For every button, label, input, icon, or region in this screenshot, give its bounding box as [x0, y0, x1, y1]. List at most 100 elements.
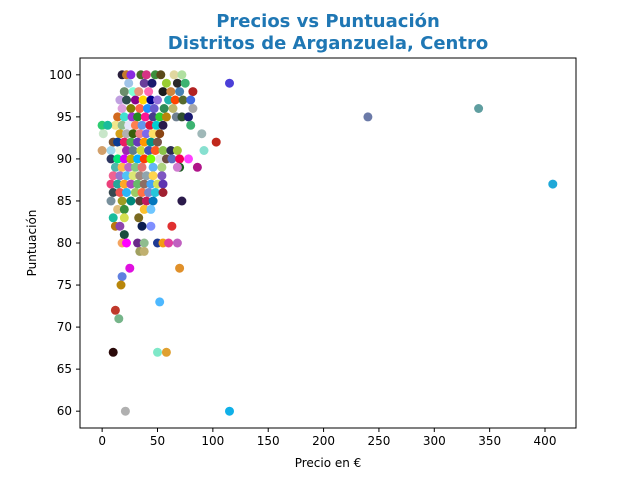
- scatter-point: [153, 347, 162, 357]
- scatter-point: [159, 104, 169, 113]
- scatter-point: [113, 154, 123, 164]
- scatter-point: [106, 179, 116, 189]
- scatter-point: [106, 154, 116, 164]
- scatter-point: [134, 87, 144, 97]
- scatter-point: [106, 146, 116, 155]
- scatter-point: [124, 120, 134, 130]
- scatter-point: [119, 154, 129, 164]
- scatter-point: [128, 129, 138, 139]
- scatter-point: [122, 129, 131, 139]
- scatter-point: [115, 188, 125, 197]
- scatter-point: [167, 221, 177, 231]
- y-tick-label: 75: [57, 278, 72, 292]
- scatter-point: [143, 104, 152, 113]
- points-layer: [97, 70, 558, 416]
- x-tick-label: 0: [98, 434, 106, 448]
- scatter-point: [103, 120, 113, 130]
- scatter-point: [119, 230, 129, 240]
- x-tick-label: 400: [534, 434, 557, 448]
- scatter-point: [145, 120, 155, 130]
- scatter-point: [161, 347, 171, 357]
- scatter-point: [130, 162, 140, 172]
- scatter-point: [110, 120, 120, 130]
- scatter-point: [146, 137, 156, 147]
- scatter-point: [108, 213, 118, 223]
- scatter-point: [211, 137, 221, 147]
- scatter-point: [225, 406, 234, 416]
- scatter-point: [113, 137, 123, 147]
- scatter-point: [126, 179, 136, 189]
- y-axis-label: Puntuación: [25, 210, 39, 277]
- y-tick-label: 70: [57, 320, 72, 334]
- scatter-point: [172, 162, 182, 172]
- scatter-point: [117, 120, 127, 130]
- scatter-point: [168, 104, 178, 113]
- scatter-point: [148, 171, 158, 181]
- scatter-point: [119, 112, 129, 122]
- scatter-point: [130, 95, 140, 105]
- scatter-point: [119, 213, 129, 223]
- scatter-point: [115, 146, 125, 155]
- scatter-point: [126, 104, 136, 113]
- scatter-point: [139, 204, 149, 214]
- scatter-point: [115, 221, 125, 231]
- scatter-point: [139, 154, 149, 164]
- scatter-point: [139, 78, 149, 88]
- y-tick-label: 100: [49, 68, 72, 82]
- scatter-point: [128, 146, 138, 155]
- scatter-point: [151, 120, 161, 130]
- scatter-point: [157, 171, 167, 181]
- scatter-point: [188, 87, 198, 97]
- scatter-point: [197, 129, 207, 139]
- scatter-point: [120, 406, 130, 416]
- scatter-point: [161, 78, 171, 88]
- scatter-point: [158, 146, 168, 155]
- y-tick-label: 60: [57, 404, 72, 418]
- scatter-point: [138, 95, 148, 105]
- x-tick-label: 200: [312, 434, 335, 448]
- scatter-point: [144, 146, 154, 155]
- scatter-point: [184, 112, 193, 122]
- scatter-point: [144, 188, 154, 197]
- scatter-point: [97, 146, 107, 155]
- chart-title: Precios vs Puntuación: [216, 11, 440, 32]
- scatter-point: [141, 70, 151, 80]
- scatter-point: [146, 95, 156, 105]
- scatter-point: [186, 120, 196, 130]
- scatter-point: [177, 196, 187, 206]
- scatter-point: [117, 162, 127, 172]
- scatter-point: [161, 112, 171, 122]
- scatter-point: [147, 78, 157, 88]
- scatter-point: [150, 188, 160, 197]
- scatter-point: [177, 112, 187, 122]
- scatter-point: [135, 196, 145, 206]
- scatter-point: [130, 188, 140, 197]
- scatter-point: [108, 188, 118, 197]
- chart-subtitle: Distritos de Arganzuela, Centro: [168, 33, 488, 54]
- scatter-point: [158, 179, 168, 189]
- scatter-point: [136, 146, 146, 155]
- scatter-point: [114, 314, 124, 324]
- scatter-point: [133, 154, 143, 164]
- scatter-point: [170, 95, 180, 105]
- scatter-point: [134, 213, 144, 223]
- scatter-point: [155, 154, 165, 164]
- x-axis-label: Precio en €: [295, 456, 362, 470]
- scatter-point: [158, 188, 168, 197]
- scatter-point: [225, 78, 234, 88]
- scatter-point: [178, 95, 188, 105]
- scatter-point: [169, 70, 179, 80]
- scatter-point: [122, 188, 131, 197]
- scatter-point: [122, 95, 131, 105]
- scatter-point: [125, 263, 135, 273]
- scatter-point: [139, 179, 149, 189]
- scatter-point: [175, 154, 185, 164]
- scatter-point: [124, 162, 134, 172]
- scatter-point: [199, 146, 209, 155]
- scatter-point: [175, 263, 185, 273]
- scatter-point: [146, 154, 156, 164]
- scatter-point: [167, 154, 177, 164]
- scatter-point: [110, 162, 120, 172]
- scatter-point: [184, 154, 193, 164]
- scatter-point: [144, 87, 154, 97]
